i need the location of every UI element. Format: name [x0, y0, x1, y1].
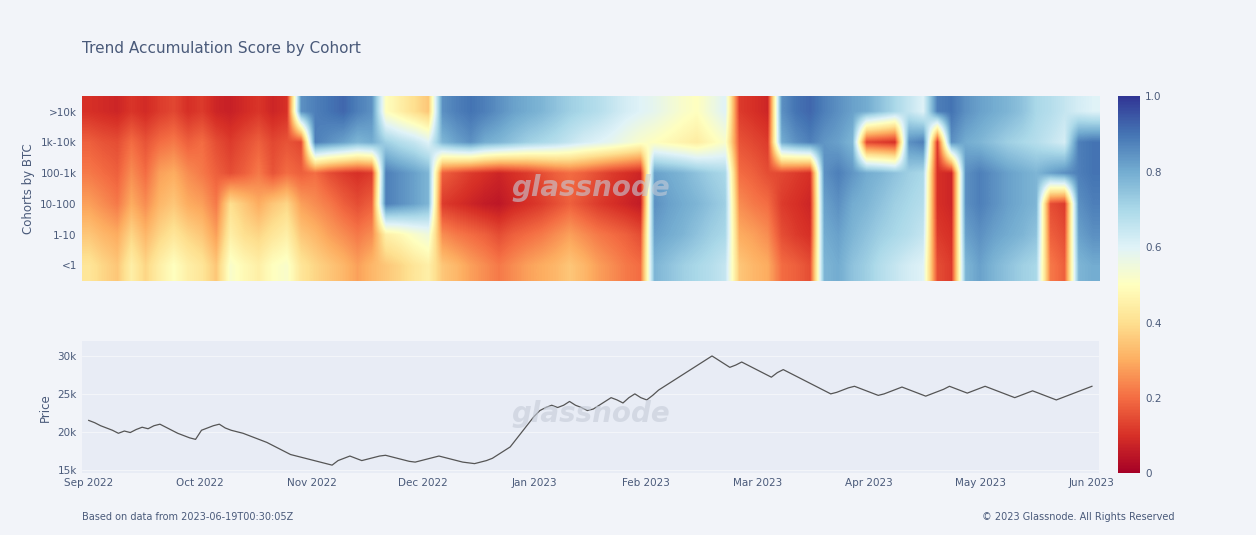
Text: glassnode: glassnode: [511, 174, 669, 202]
Text: glassnode: glassnode: [511, 400, 669, 428]
Y-axis label: Cohorts by BTC: Cohorts by BTC: [21, 143, 35, 234]
Text: Based on data from 2023-06-19T00:30:05Z: Based on data from 2023-06-19T00:30:05Z: [82, 511, 293, 522]
Text: © 2023 Glassnode. All Rights Reserved: © 2023 Glassnode. All Rights Reserved: [982, 511, 1174, 522]
Y-axis label: Price: Price: [39, 393, 51, 422]
Text: Trend Accumulation Score by Cohort: Trend Accumulation Score by Cohort: [82, 41, 360, 56]
